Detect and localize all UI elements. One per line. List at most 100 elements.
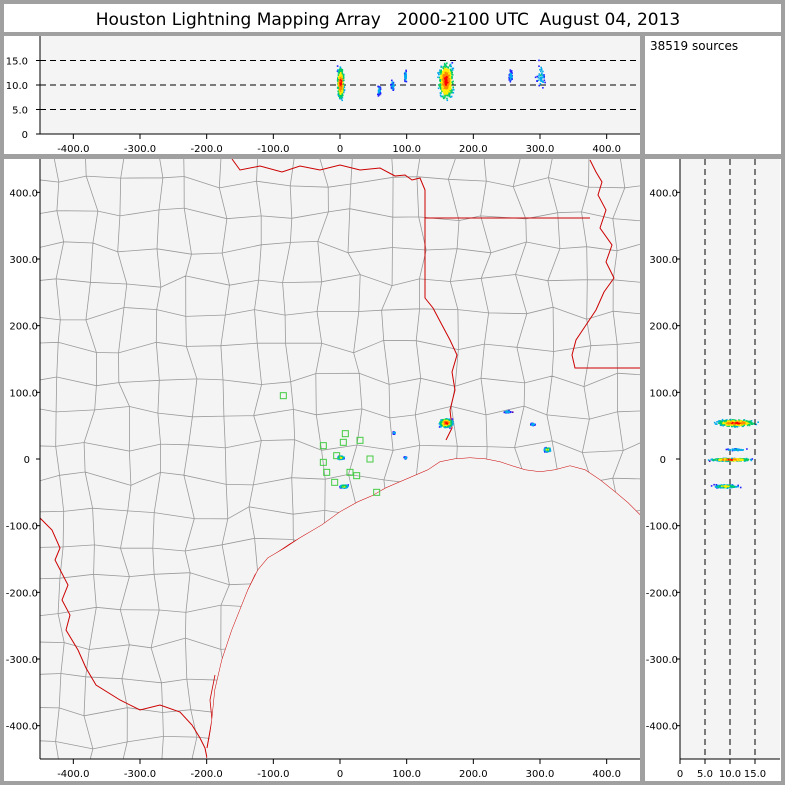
alt-source-point <box>341 75 343 77</box>
map-source-point <box>451 424 454 426</box>
alt-source-point <box>341 76 343 78</box>
ns-source-point <box>746 424 749 427</box>
map-source-point <box>548 449 551 452</box>
ns-source-point <box>747 420 749 423</box>
lma-station-marker <box>339 438 347 446</box>
alt-source-point <box>451 69 454 71</box>
alt-source-point <box>440 65 443 68</box>
alt-source-point <box>444 67 446 70</box>
ns-source-point <box>730 421 732 423</box>
ns-y-tick-label: 400.0 <box>649 188 678 199</box>
map-y-tick-label: 400.0 <box>9 188 38 199</box>
alt-source-point <box>449 76 451 78</box>
alt-source-point <box>343 89 346 91</box>
map-source-point <box>450 421 452 423</box>
map-cluster-7 <box>392 431 396 435</box>
alt-source-point <box>452 67 455 70</box>
alt-source-point <box>440 70 443 73</box>
alt-source-point <box>541 76 544 79</box>
alt-source-point <box>337 86 339 89</box>
alt-source-point <box>339 73 341 76</box>
alt-source-point <box>339 80 341 83</box>
ns-source-point <box>739 486 742 489</box>
alt-source-point <box>443 81 446 84</box>
alt-source-point <box>446 94 448 97</box>
alt-source-point <box>338 84 341 87</box>
mississippi-river-border <box>571 159 640 369</box>
alt-source-point <box>342 78 344 81</box>
alt-source-point <box>379 88 382 90</box>
ns-source-point <box>728 425 730 427</box>
ns-source-point <box>731 424 734 426</box>
ns-source-point <box>724 485 726 487</box>
ns-source-point <box>724 458 726 460</box>
alt-source-point <box>446 62 448 65</box>
alt-source-point <box>337 90 339 93</box>
alt-source-point <box>391 79 393 82</box>
map-x-tick-label: 100.0 <box>392 769 421 780</box>
ns-cluster-3 <box>710 483 742 489</box>
ns-source-point <box>727 460 730 462</box>
ns-source-point <box>733 459 735 462</box>
alt-source-point <box>341 69 343 71</box>
alt-source-point <box>449 68 452 71</box>
ns-source-point <box>732 420 735 422</box>
alt-source-point <box>446 99 449 102</box>
alt-source-point <box>446 91 448 93</box>
alt-source-point <box>539 77 541 80</box>
alt-source-point <box>539 68 541 71</box>
alt-source-point <box>339 66 342 68</box>
map-x-tick-label: 300.0 <box>526 769 555 780</box>
alt-source-point <box>445 84 447 86</box>
alt-source-point <box>341 82 344 84</box>
altitude-y-tick-label: 10.0 <box>6 81 28 92</box>
ns-source-point <box>738 422 740 425</box>
alt-source-point <box>509 69 512 71</box>
map-source-point <box>532 423 535 426</box>
map-source-point <box>452 422 454 425</box>
alt-source-point <box>339 97 341 100</box>
alt-source-point <box>338 77 340 79</box>
alt-source-point <box>537 76 540 79</box>
alt-source-point <box>379 92 382 95</box>
map-cluster-0 <box>438 418 454 429</box>
ns-source-point <box>736 458 738 460</box>
ns-source-point <box>729 419 732 422</box>
alt-source-point <box>342 76 345 79</box>
ns-source-point <box>716 459 718 462</box>
alt-source-point <box>437 76 439 79</box>
alt-source-point <box>444 95 446 97</box>
ns-source-point <box>721 485 723 488</box>
alt-source-point <box>448 75 450 77</box>
alt-source-point <box>448 77 450 80</box>
map-y-tick-label: -400.0 <box>6 722 38 733</box>
lma-station-marker <box>366 455 374 463</box>
ns-source-point <box>743 424 745 426</box>
map-x-tick-label: 200.0 <box>459 769 488 780</box>
alt-source-point <box>341 72 344 75</box>
alt-source-point <box>340 95 342 98</box>
alt-source-point <box>451 73 453 76</box>
alt-source-point <box>340 68 343 70</box>
alt-source-point <box>339 88 342 90</box>
map-cluster-3 <box>530 422 536 427</box>
map-source-point <box>342 458 344 460</box>
map-x-tick-label: -400.0 <box>57 769 89 780</box>
ns-source-point <box>747 423 750 426</box>
alt-source-point <box>448 69 450 71</box>
alt-source-point <box>445 72 448 75</box>
map-source-point <box>448 423 450 426</box>
alt-source-point <box>392 85 395 88</box>
ns-source-point <box>724 419 727 422</box>
alt-source-point <box>447 79 450 81</box>
ns-source-point <box>721 459 724 461</box>
title-divider <box>0 32 785 36</box>
ns-y-tick-label: 100.0 <box>649 388 678 399</box>
alt-source-point <box>444 86 447 88</box>
alt-source-point <box>450 65 452 68</box>
alt-source-point <box>439 77 442 80</box>
ns-source-point <box>736 448 739 450</box>
ns-source-point <box>726 485 729 488</box>
alt-cluster-5 <box>508 69 513 83</box>
map-source-point <box>452 421 454 423</box>
